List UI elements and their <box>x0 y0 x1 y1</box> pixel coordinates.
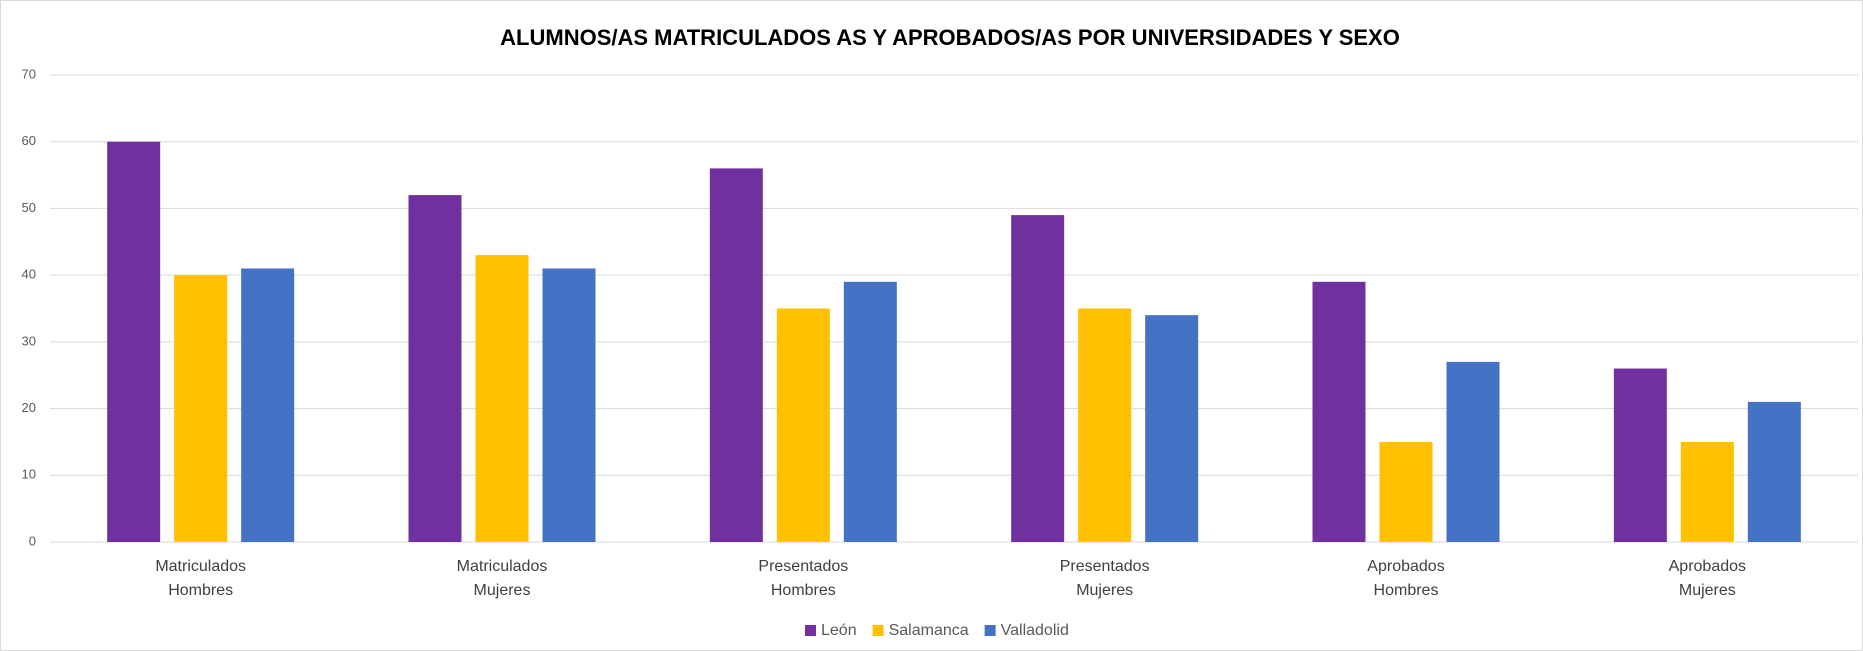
legend-swatch <box>984 625 996 636</box>
x-tick-label: Matriculados Mujeres <box>457 558 548 599</box>
legend-label: Valladolid <box>1001 622 1069 639</box>
chart-title: ALUMNOS/AS MATRICULADOS AS Y APROBADOS/A… <box>500 25 1400 50</box>
x-tick-label: Matriculados Hombres <box>155 558 246 599</box>
y-tick-label: 50 <box>22 200 36 215</box>
y-tick-label: 70 <box>22 66 36 81</box>
bar <box>408 195 462 543</box>
bar <box>1312 281 1366 542</box>
y-tick-label: 20 <box>22 400 36 415</box>
bar <box>1680 441 1734 542</box>
bar <box>1379 441 1433 542</box>
bar <box>1011 215 1065 542</box>
x-tick-label: Presentados Mujeres <box>1060 558 1150 599</box>
y-tick-label: 40 <box>22 267 36 282</box>
x-tick-label: Aprobados Mujeres <box>1669 558 1746 599</box>
bar <box>241 268 295 542</box>
legend-label: León <box>821 622 857 639</box>
legend-swatch <box>805 625 816 636</box>
bar <box>475 255 529 542</box>
x-tick-label: Aprobados Hombres <box>1367 558 1444 599</box>
x-tick-label: Presentados Hombres <box>758 558 848 599</box>
y-tick-label: 60 <box>22 133 36 148</box>
bar <box>843 281 897 542</box>
bar <box>107 141 161 542</box>
bar <box>1446 361 1500 542</box>
bar <box>776 308 830 542</box>
bar <box>542 268 596 542</box>
bar <box>1613 368 1667 542</box>
bar <box>174 275 228 542</box>
bar <box>709 168 763 542</box>
legend-swatch <box>872 625 884 636</box>
y-tick-label: 30 <box>22 333 36 348</box>
bar <box>1145 315 1199 542</box>
legend-label: Salamanca <box>889 622 969 639</box>
bar <box>1078 308 1132 542</box>
y-tick-label: 10 <box>22 467 36 482</box>
y-tick-label: 0 <box>29 533 36 548</box>
bar <box>1747 401 1801 542</box>
